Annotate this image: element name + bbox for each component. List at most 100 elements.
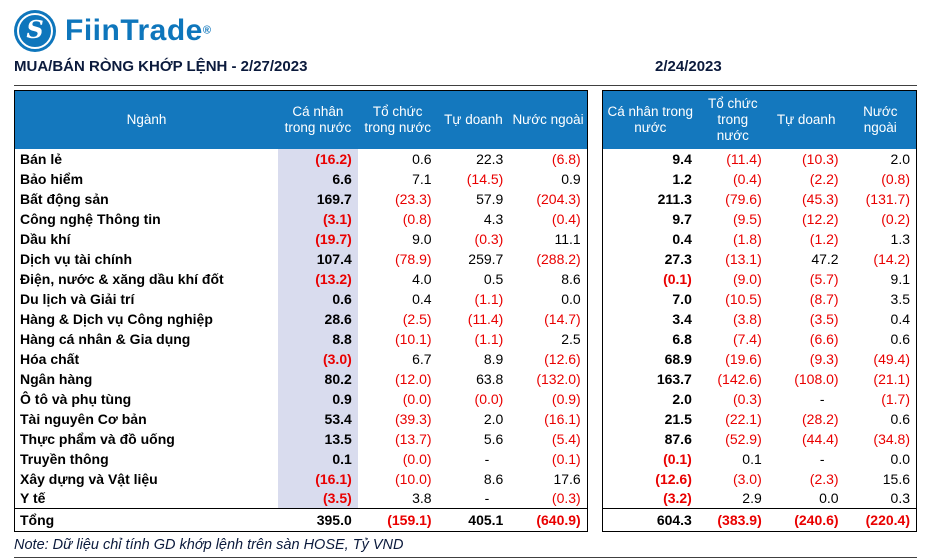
- total-value-cell: (159.1): [357, 508, 438, 532]
- total-value-cell: 395.0: [278, 508, 358, 532]
- value-cell: (23.3): [394, 190, 432, 207]
- table-row: Ô tô và phụ tùng 0.9 (0.0) (0.0) (0.9): [15, 388, 588, 409]
- value-cell: 6.6: [278, 168, 358, 189]
- value-cell: 2.0: [483, 410, 504, 427]
- table-row: Xây dựng và Vật liệu (16.1) (10.0) 8.6 17.6: [15, 468, 588, 489]
- value-cell: 0.4: [412, 290, 432, 307]
- brand-header: S FiinTrade®: [14, 8, 917, 54]
- table-0224: Cá nhân trong nước Tổ chức trong nước Tự…: [601, 90, 917, 532]
- value-cell: (14.7): [544, 310, 581, 327]
- value-cell: -: [484, 450, 490, 467]
- value-cell: 6.8: [672, 330, 692, 347]
- value-cell: 0.1: [278, 448, 358, 469]
- column-header-to-chuc: Tổ chức trong nước: [357, 90, 438, 149]
- value-cell: (0.9): [551, 390, 581, 407]
- registered-mark: ®: [202, 24, 211, 37]
- table-row: 87.6 (52.9) (44.4) (34.8): [602, 429, 916, 449]
- column-header-tu-doanh: Tự doanh: [437, 90, 510, 149]
- value-cell: (12.2): [802, 210, 839, 227]
- table-0227: Ngành Cá nhân trong nước Tổ chức trong n…: [14, 90, 588, 532]
- table-row: Dịch vụ tài chính 107.4 (78.9) 259.7 (288.2): [15, 248, 588, 269]
- table-row: (0.1) (9.0) (5.7) 9.1: [602, 269, 916, 289]
- value-cell: 2.0: [672, 390, 692, 407]
- table-row: Công nghệ Thông tin (3.1) (0.8) 4.3 (0.4): [15, 208, 588, 229]
- total-row: Tổng 395.0 (159.1) 405.1 (640.9): [14, 508, 588, 532]
- value-cell: 0.1: [742, 450, 762, 467]
- value-cell: (3.5): [809, 310, 839, 327]
- value-cell: 6.7: [412, 350, 432, 367]
- total-value-cell: 604.3: [602, 508, 698, 532]
- value-cell: (1.8): [732, 230, 762, 247]
- value-cell: (204.3): [536, 190, 581, 207]
- table-0227-body: Bán lẻ (16.2) 0.6 22.3 (6.8) Bảo hiểm 6.6 7.1 (1…: [14, 148, 588, 532]
- brand-name: FiinTrade®: [65, 14, 211, 47]
- value-cell: (79.6): [725, 190, 762, 207]
- value-cell: (3.0): [278, 348, 358, 369]
- value-cell: (11.4): [467, 310, 504, 327]
- value-cell: 163.7: [656, 370, 692, 387]
- sector-name: Thực phẩm và đồ uống: [20, 430, 175, 447]
- value-cell: 1.3: [890, 230, 910, 247]
- value-cell: 8.6: [561, 270, 581, 287]
- table-row: Bảo hiểm 6.6 7.1 (14.5) 0.9: [15, 168, 588, 189]
- value-cell: 2.0: [890, 150, 910, 167]
- table-row: Điện, nước & xăng dầu khí đốt (13.2) 4.0 0.…: [15, 268, 588, 289]
- table-row: 21.5 (22.1) (28.2) 0.6: [602, 409, 916, 429]
- table-row: (0.1) 0.1 - 0.0: [602, 449, 916, 469]
- value-cell: 259.7: [468, 250, 504, 267]
- table-row: 9.4 (11.4) (10.3) 2.0: [602, 149, 916, 169]
- value-cell: (1.2): [809, 230, 839, 247]
- sector-name: Dịch vụ tài chính: [20, 250, 133, 267]
- sector-name: Bán lẻ: [20, 150, 63, 167]
- value-cell: 0.6: [412, 150, 432, 167]
- value-cell: (16.1): [544, 410, 581, 427]
- value-cell: (0.3): [732, 390, 762, 407]
- value-cell: (1.7): [881, 390, 910, 407]
- value-cell: 7.0: [672, 290, 692, 307]
- sector-name: Bất động sản: [20, 190, 109, 207]
- value-cell: (6.8): [551, 150, 581, 167]
- value-cell: (10.1): [394, 330, 432, 347]
- value-cell: (0.2): [881, 210, 910, 227]
- value-cell: 8.8: [278, 328, 358, 349]
- value-cell: (3.5): [278, 488, 358, 509]
- value-cell: (10.0): [394, 470, 432, 487]
- column-header-tu-doanh: Tự doanh: [767, 90, 845, 149]
- value-cell: 2.5: [561, 330, 581, 347]
- table-row: 7.0 (10.5) (8.7) 3.5: [602, 289, 916, 309]
- value-cell: (39.3): [394, 410, 432, 427]
- value-cell: (21.1): [873, 370, 910, 387]
- value-cell: 17.6: [553, 470, 581, 487]
- value-cell: (52.9): [725, 430, 762, 447]
- value-cell: (13.1): [725, 250, 762, 267]
- value-cell: (288.2): [536, 250, 581, 267]
- column-header-to-chuc: Tổ chức trong nước: [697, 90, 768, 149]
- sector-name: Xây dựng và Vật liệu: [20, 470, 158, 487]
- value-cell: 8.6: [483, 470, 504, 487]
- sector-name: Hóa chất: [20, 350, 80, 367]
- value-cell: 7.1: [412, 170, 432, 187]
- value-cell: (0.4): [732, 170, 762, 187]
- value-cell: 68.9: [664, 350, 692, 367]
- value-cell: (13.2): [278, 268, 358, 289]
- sector-name: Du lịch và Giải trí: [20, 290, 135, 307]
- value-cell: (19.7): [278, 228, 358, 249]
- table-row: Y tế (3.5) 3.8 - (0.3): [15, 488, 588, 509]
- table-row: 6.8 (7.4) (6.6) 0.6: [602, 329, 916, 349]
- value-cell: (10.3): [802, 150, 839, 167]
- table-row: Tài nguyên Cơ bản 53.4 (39.3) 2.0 (16.1): [15, 408, 588, 429]
- sector-name: Ngân hàng: [20, 370, 93, 387]
- value-cell: (3.1): [278, 208, 358, 229]
- value-cell: 0.6: [890, 410, 910, 427]
- column-header-ca-nhan: Cá nhân trong nước: [602, 90, 698, 149]
- value-cell: (10.5): [725, 290, 762, 307]
- table-row: Hàng cá nhân & Gia dụng 8.8 (10.1) (1.1) 2.5: [15, 328, 588, 349]
- value-cell: (108.0): [794, 370, 839, 387]
- table-row: Hóa chất (3.0) 6.7 8.9 (12.6): [15, 348, 588, 369]
- value-cell: -: [819, 450, 825, 467]
- table-row: 9.7 (9.5) (12.2) (0.2): [602, 209, 916, 229]
- value-cell: 9.7: [672, 210, 692, 227]
- value-cell: (3.8): [732, 310, 762, 327]
- value-cell: (8.7): [809, 290, 839, 307]
- value-cell: 9.0: [412, 230, 432, 247]
